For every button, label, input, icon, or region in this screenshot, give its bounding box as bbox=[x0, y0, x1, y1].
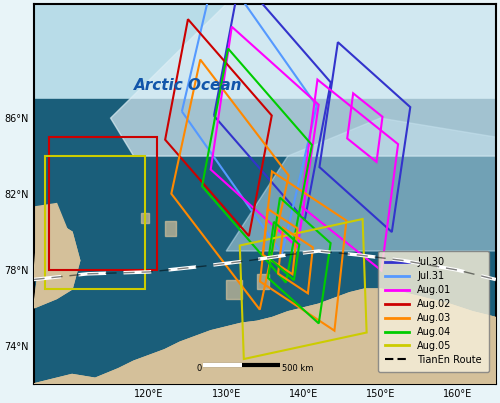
Polygon shape bbox=[34, 222, 80, 308]
Polygon shape bbox=[142, 213, 149, 222]
Text: 500 km: 500 km bbox=[282, 364, 314, 373]
Polygon shape bbox=[164, 221, 176, 236]
Polygon shape bbox=[34, 289, 496, 384]
Text: Arctic Ocean: Arctic Ocean bbox=[134, 78, 242, 93]
Polygon shape bbox=[34, 222, 60, 280]
Polygon shape bbox=[34, 4, 496, 137]
Polygon shape bbox=[110, 4, 496, 156]
Legend: Jul.30, Jul.31, Aug.01, Aug.02, Aug.03, Aug.04, Aug.05, TianEn Route: Jul.30, Jul.31, Aug.01, Aug.02, Aug.03, … bbox=[378, 251, 488, 372]
Polygon shape bbox=[257, 274, 268, 289]
Polygon shape bbox=[34, 99, 496, 384]
Polygon shape bbox=[34, 293, 496, 384]
Polygon shape bbox=[0, 204, 72, 270]
Polygon shape bbox=[226, 118, 496, 251]
Polygon shape bbox=[34, 289, 496, 384]
Polygon shape bbox=[34, 222, 80, 308]
Polygon shape bbox=[226, 280, 242, 299]
Text: 0: 0 bbox=[196, 364, 202, 373]
